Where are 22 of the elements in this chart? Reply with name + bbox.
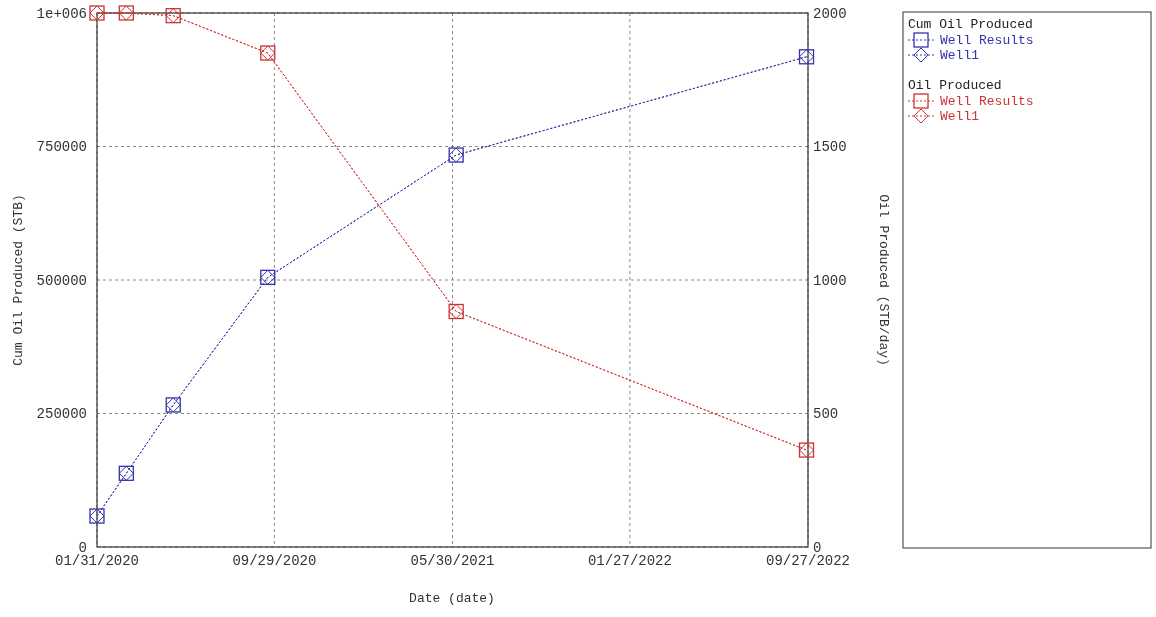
x-tick-label: 01/27/2022 (587, 553, 672, 569)
y2-tick-label: 500 (813, 406, 839, 423)
y-axis-title: Cum Oil Produced (STB) (11, 194, 26, 366)
y-tick-label: 500000 (36, 272, 87, 289)
legend-label: Well Results (940, 94, 1034, 109)
x-tick-label: 09/27/2022 (765, 553, 851, 569)
legend-label: Well1 (940, 48, 980, 63)
text: Cum Oil Produced (908, 17, 1033, 32)
legend-label: Well Results (940, 33, 1034, 48)
y2-tick-label: 1000 (813, 272, 847, 289)
y2-tick-label: 1500 (813, 139, 847, 156)
legend-label: Well1 (940, 109, 980, 124)
y2-tick-label: 2000 (813, 5, 847, 22)
y-tick-label: 750000 (36, 139, 87, 156)
x-tick-label: 09/29/2020 (232, 553, 317, 569)
text: Oil Produced (908, 78, 1002, 93)
y-tick-label: 250000 (36, 406, 87, 423)
x-tick-label: 01/31/2020 (54, 553, 140, 569)
x-axis-title: Date (date) (409, 591, 495, 606)
x-tick-label: 05/30/2021 (410, 553, 495, 569)
y2-axis-title: Oil Produced (STB/day) (876, 194, 891, 366)
y-tick-label: 1e+006 (36, 5, 87, 22)
